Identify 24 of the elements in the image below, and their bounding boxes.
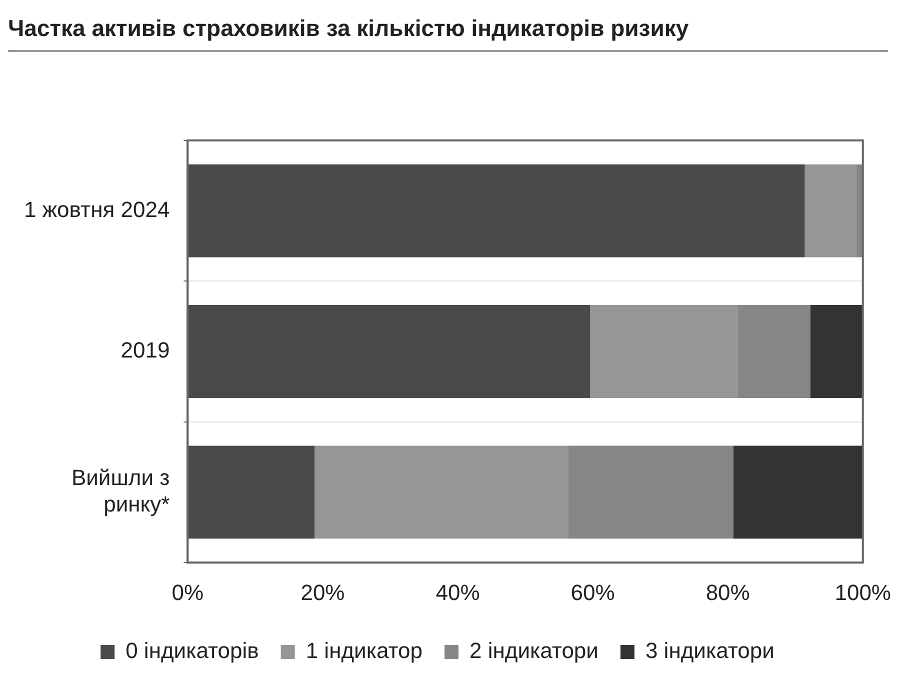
bar (188, 164, 805, 258)
y-tick-label: 1 жовтня 2024 (24, 196, 170, 222)
legend-label: 3 індикатори (645, 638, 774, 664)
bar (810, 305, 863, 398)
chart-title: Частка активів страховиків за кількістю індикаторів ризику (8, 14, 888, 52)
bar (314, 446, 568, 539)
legend-label: 0 індикаторів (126, 638, 259, 664)
bar (590, 305, 738, 398)
bar (733, 446, 863, 539)
bar (804, 164, 856, 258)
bar (188, 305, 590, 398)
legend-label: 1 індикатор (306, 638, 422, 664)
x-tick-label: 100% (834, 580, 892, 605)
legend-label: 2 індикатори (470, 638, 598, 664)
bar (737, 305, 810, 398)
x-tick-label: 60% (570, 580, 615, 605)
x-tick-label: 20% (300, 580, 345, 605)
x-tick-label: 40% (436, 580, 480, 605)
x-tick-label: 80% (706, 580, 750, 605)
bar (188, 446, 315, 539)
bar (568, 446, 734, 539)
x-tick-label: 0% (172, 580, 204, 605)
y-tick-label: Вийшли з ринку* (71, 465, 170, 516)
y-tick-label: 2019 (120, 338, 170, 363)
